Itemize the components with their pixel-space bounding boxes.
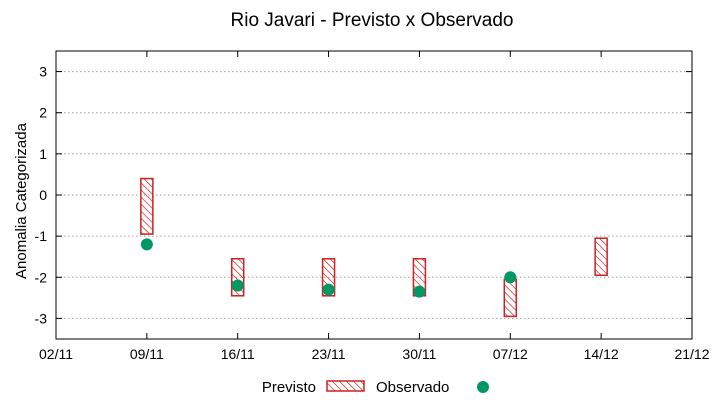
- y-axis-label: Anomalia Categorizada: [13, 122, 30, 279]
- y-tick-label: 3: [39, 64, 47, 80]
- x-tick-label: 07/12: [493, 346, 528, 362]
- observado-point: [231, 279, 244, 292]
- y-tick-label: 2: [39, 105, 47, 121]
- y-tick-label: 1: [39, 146, 47, 162]
- x-tick-label: 21/12: [674, 346, 709, 362]
- legend-previsto-swatch: [326, 380, 365, 392]
- observado-point: [504, 271, 517, 284]
- previsto-bars: [140, 177, 608, 318]
- previsto-bar: [594, 237, 608, 276]
- chart-title: Rio Javari - Previsto x Observado: [231, 10, 514, 31]
- legend: Previsto Observado: [262, 379, 489, 396]
- x-tick-label: 16/11: [221, 346, 255, 362]
- y-tick-label: 0: [39, 187, 47, 203]
- observado-point: [322, 283, 335, 296]
- x-tick-label: 02/11: [39, 346, 73, 362]
- observado-point: [413, 285, 426, 298]
- x-tick-label: 14/12: [584, 346, 619, 362]
- observado-points: [140, 238, 517, 298]
- y-tick-label: -3: [35, 310, 48, 326]
- previsto-bar: [503, 278, 518, 318]
- x-tick-label: 09/11: [130, 346, 164, 362]
- y-tick-label: -2: [35, 269, 48, 285]
- previsto-bar: [140, 177, 154, 235]
- x-tick-label: 23/11: [312, 346, 346, 362]
- legend-observado-label: Observado: [376, 379, 449, 396]
- legend-previsto-label: Previsto: [262, 379, 316, 396]
- observado-point: [140, 238, 153, 251]
- x-tick-label: 30/11: [402, 346, 436, 362]
- legend-observado-marker: [477, 381, 489, 393]
- axes: -3 -2 -1 0 1 2 3 02/11 09/11 16/11 23/11 30/11 07/12…: [35, 50, 710, 362]
- y-tick-label: -1: [35, 228, 48, 244]
